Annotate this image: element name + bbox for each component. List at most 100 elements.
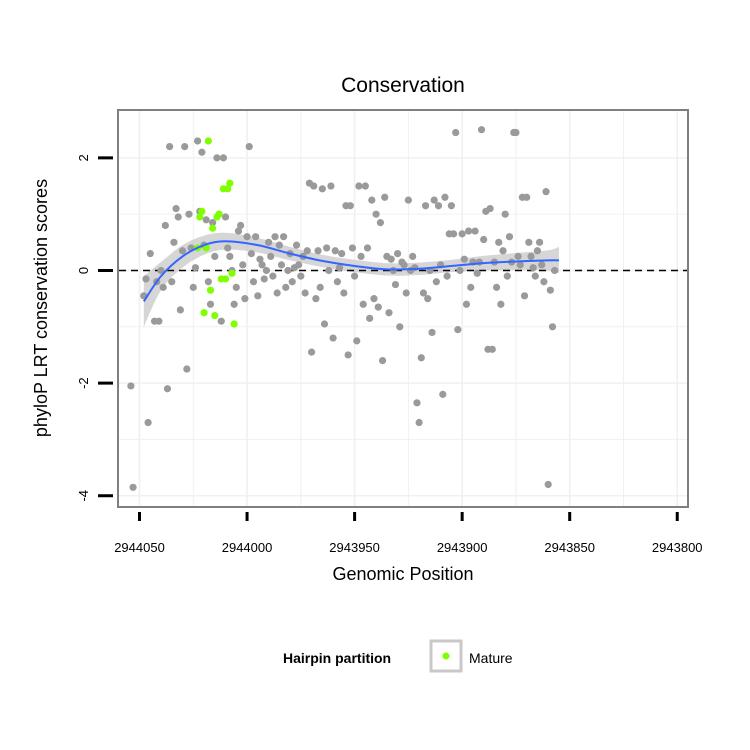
legend-title: Hairpin partition [283, 650, 391, 666]
data-point [443, 272, 451, 280]
data-point [320, 320, 329, 328]
data-point [503, 272, 511, 280]
data-point [217, 317, 225, 325]
data-point [391, 280, 400, 289]
x-axis-label: Genomic Position [332, 564, 473, 584]
data-point [540, 278, 548, 286]
data-point [523, 193, 531, 201]
data-point [247, 249, 255, 258]
data-point [501, 210, 509, 218]
data-point-mature [202, 244, 210, 252]
data-point [432, 278, 440, 286]
data-point [447, 202, 455, 210]
data-point-mature [221, 275, 230, 283]
data-point [525, 238, 533, 246]
data-point [363, 244, 372, 252]
data-point [181, 143, 189, 151]
smooth-line [142, 240, 559, 303]
y-axis-label: phyloP LRT conservation scores [31, 179, 51, 437]
data-point [260, 275, 268, 283]
legend-key-mature [442, 652, 450, 660]
data-point [344, 351, 352, 359]
data-point [174, 213, 182, 221]
data-point [144, 418, 152, 427]
data-point [456, 266, 464, 275]
data-point [374, 303, 382, 311]
data-point [271, 233, 279, 241]
data-point [533, 247, 542, 255]
data-point [415, 418, 423, 427]
data-point [226, 252, 234, 261]
data-point [239, 261, 247, 269]
x-tick-label: 2943850 [544, 540, 595, 555]
data-point [404, 196, 412, 204]
data-point [157, 266, 165, 275]
data-point [387, 255, 395, 263]
data-point-mature [226, 179, 234, 187]
legend-key-box [429, 639, 463, 673]
data-point [264, 238, 273, 246]
data-point [323, 244, 331, 252]
data-point-mature [198, 207, 206, 215]
data-point [329, 334, 337, 342]
data-point-mature [228, 269, 236, 277]
data-point [166, 143, 174, 151]
data-point [411, 264, 419, 272]
data-point [505, 233, 514, 241]
data-point [312, 295, 320, 303]
data-point [497, 300, 505, 308]
data-point [327, 182, 335, 190]
y-tick-label: -4 [76, 490, 91, 502]
data-point [252, 233, 260, 241]
data-point [237, 221, 245, 230]
data-point [213, 154, 221, 162]
data-point [303, 247, 311, 255]
data-point-mature [206, 286, 215, 294]
data-point [531, 272, 539, 280]
data-point [159, 283, 167, 291]
data-point [275, 241, 283, 249]
data-point [355, 182, 363, 190]
chart-title: Conservation [341, 74, 465, 97]
data-point [198, 148, 206, 156]
data-point [325, 266, 333, 275]
data-point [161, 221, 169, 230]
x-tick-label: 2943950 [329, 540, 380, 555]
data-point-mature [230, 320, 238, 328]
data-point [273, 289, 281, 297]
x-tick-label: 2943900 [437, 540, 488, 555]
x-tick-label: 2944050 [114, 540, 165, 555]
data-point [400, 261, 408, 269]
data-point [301, 289, 309, 297]
data-point [396, 323, 404, 331]
data-point [338, 249, 346, 258]
data-point [544, 480, 552, 489]
data-point [191, 264, 200, 272]
data-point [499, 247, 507, 255]
data-point [421, 202, 430, 210]
data-point [258, 261, 266, 269]
x-tick-label: 2943800 [652, 540, 703, 555]
data-point [295, 261, 303, 269]
data-point [146, 249, 154, 258]
data-point [224, 244, 232, 252]
data-point [514, 252, 522, 261]
data-point [430, 196, 438, 204]
data-point [434, 202, 443, 210]
data-point [428, 328, 436, 337]
data-point [529, 264, 537, 272]
data-point [284, 266, 292, 275]
data-point [439, 390, 447, 398]
data-point [488, 345, 496, 353]
data-point [185, 210, 193, 218]
data-point [234, 227, 243, 235]
data-point [452, 128, 460, 137]
y-tick-label: 2 [76, 154, 91, 161]
data-point [492, 283, 501, 291]
data-point [178, 247, 187, 255]
plot-panel [117, 109, 689, 508]
data-point [172, 204, 180, 213]
data-point [351, 272, 359, 280]
legend: Hairpin partition Mature [283, 639, 513, 673]
data-point [211, 252, 219, 261]
